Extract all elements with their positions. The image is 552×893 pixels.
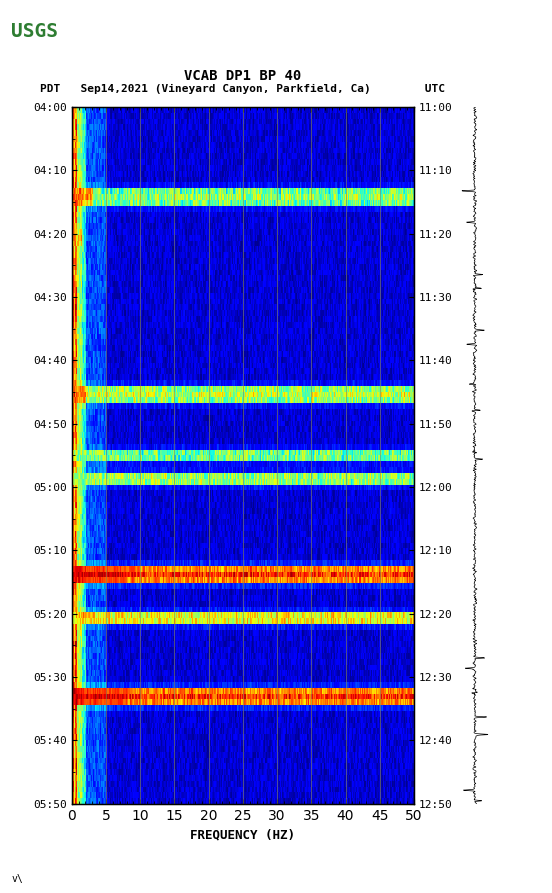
Text: v\: v\ <box>11 874 23 884</box>
Text: USGS: USGS <box>11 21 58 41</box>
Text: PDT   Sep14,2021 (Vineyard Canyon, Parkfield, Ca)        UTC: PDT Sep14,2021 (Vineyard Canyon, Parkfie… <box>40 84 445 95</box>
X-axis label: FREQUENCY (HZ): FREQUENCY (HZ) <box>190 828 295 841</box>
Text: VCAB DP1 BP 40: VCAB DP1 BP 40 <box>184 69 301 83</box>
